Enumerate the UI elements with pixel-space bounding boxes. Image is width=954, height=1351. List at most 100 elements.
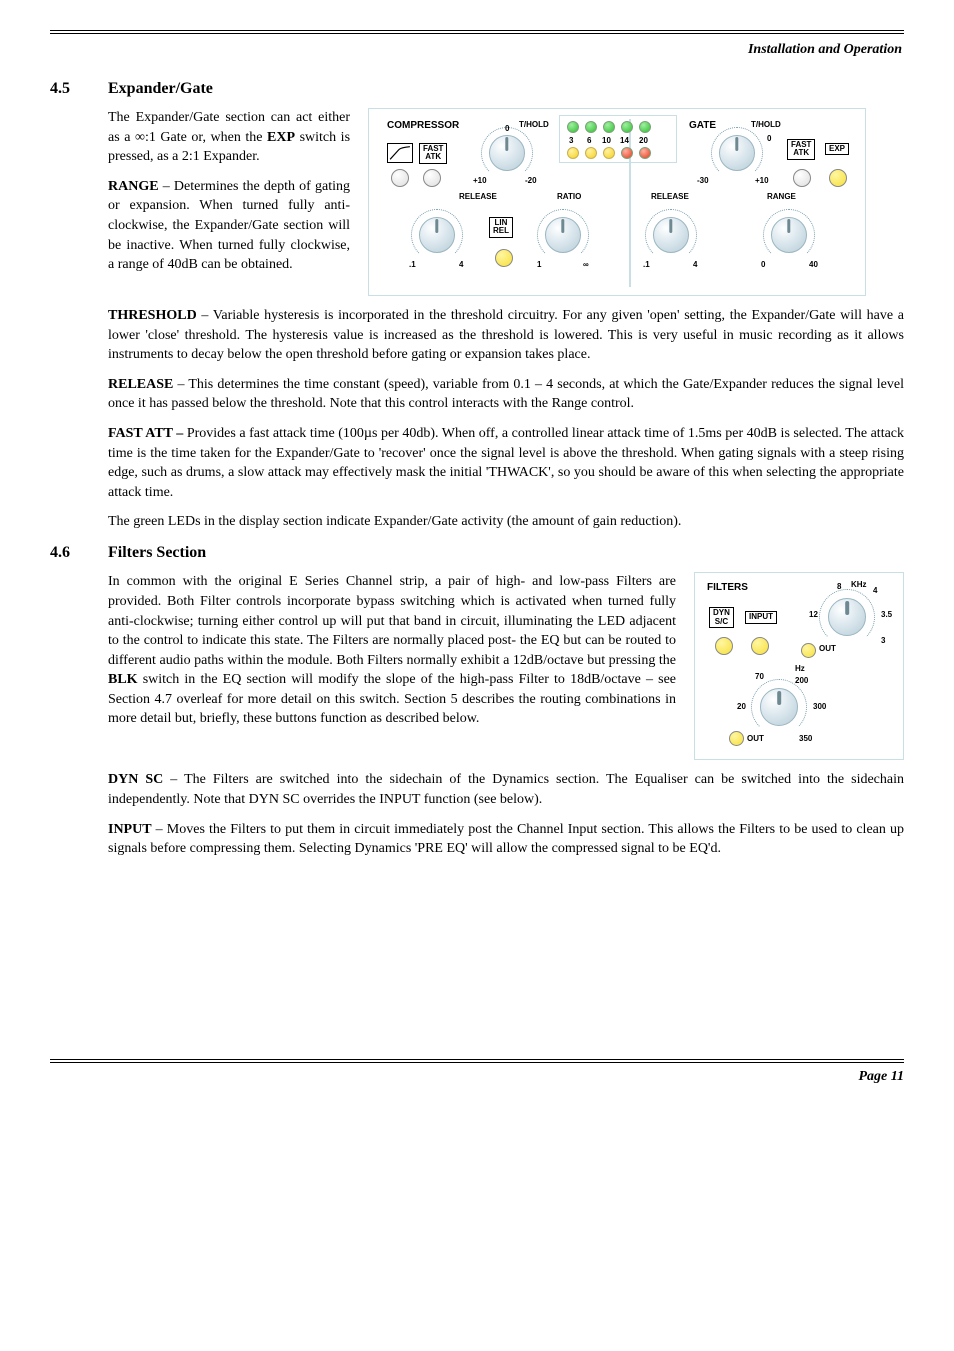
khz-3: 3: [881, 635, 885, 646]
compressor-label: COMPRESSOR: [387, 119, 459, 133]
header-rule: [50, 30, 904, 34]
hz-20: 20: [737, 701, 746, 712]
range-strong: RANGE: [108, 179, 159, 194]
range-knob[interactable]: [771, 217, 807, 253]
range-0: 0: [761, 259, 765, 270]
gate-release-knob[interactable]: [653, 217, 689, 253]
exp-btn[interactable]: [829, 169, 847, 187]
comp-thold-knob[interactable]: [489, 135, 525, 171]
release-label-1: RELEASE: [459, 191, 497, 202]
hz-led: [729, 731, 744, 746]
gate-rel-01: .1: [643, 259, 650, 270]
section-4-6-row1: In common with the original E Series Cha…: [108, 572, 904, 760]
gate-rel-4: 4: [693, 259, 697, 270]
khz-led: [801, 643, 816, 658]
input-strong: INPUT: [108, 822, 152, 837]
led-10: 10: [602, 135, 611, 146]
range-label-d: RANGE: [767, 191, 796, 202]
release-label-2: RELEASE: [651, 191, 689, 202]
led-6: 6: [587, 135, 591, 146]
led-y2: [585, 147, 597, 159]
s45-p5: FAST ATT – Provides a fast attack time (…: [108, 424, 904, 502]
hz-70: 70: [755, 671, 764, 682]
s45-p6: The green LEDs in the display section in…: [108, 512, 904, 532]
khz-12: 12: [809, 609, 818, 620]
khz-out: OUT: [819, 643, 836, 654]
comp-thold-0: 0: [505, 123, 509, 134]
gate-thold-m30: -30: [697, 175, 709, 186]
comp-rel-01: .1: [409, 259, 416, 270]
linrel-btn[interactable]: [495, 249, 513, 267]
s46-p1: In common with the original E Series Cha…: [108, 572, 676, 729]
comp-curve-icon: [387, 143, 413, 163]
dynsc-strong: DYN SC: [108, 772, 163, 787]
led-r2: [639, 147, 651, 159]
section-number-46: 4.6: [50, 542, 92, 564]
s45-p4: RELEASE – This determines the time const…: [108, 375, 904, 414]
thold-label-1: T/HOLD: [519, 119, 549, 130]
exp-strong: EXP: [267, 130, 295, 145]
led-y1: [567, 147, 579, 159]
fastatk-tag-1: FAST ATK: [419, 143, 447, 164]
linrel-tag: LIN REL: [489, 217, 513, 238]
dynsc-btn[interactable]: [715, 637, 733, 655]
s46-p3-body: – Moves the Filters to put them in circu…: [108, 822, 904, 857]
led-g2: [585, 121, 597, 133]
input-tag: INPUT: [745, 611, 777, 623]
gate-thold-knob[interactable]: [719, 135, 755, 171]
comp-thold-p10: +10: [473, 175, 487, 186]
range-40: 40: [809, 259, 818, 270]
threshold-strong: THRESHOLD: [108, 308, 197, 323]
hz-300: 300: [813, 701, 826, 712]
s45-p2: RANGE – Determines the depth of gating o…: [108, 177, 350, 275]
compressor-gate-diagram: COMPRESSOR T/HOLD 3 6 10 14 20 0 +10 -20…: [368, 108, 866, 296]
gate-thold-0: 0: [767, 133, 771, 144]
s46-p1b: switch in the EQ section will modify the…: [108, 672, 676, 726]
release-strong: RELEASE: [108, 377, 173, 392]
s46-p3: INPUT – Moves the Filters to put them in…: [108, 820, 904, 859]
s45-p1: The Expander/Gate section can act either…: [108, 108, 350, 167]
section-title-46: Filters Section: [108, 542, 206, 564]
hz-out: OUT: [747, 733, 764, 744]
filters-diagram: FILTERS KHz 8 4 12 3.5 3 OUT DYN S/C INP…: [694, 572, 904, 760]
comp-release-knob[interactable]: [419, 217, 455, 253]
hz-200: 200: [795, 675, 808, 686]
hz-350: 350: [799, 733, 812, 744]
thold-label-2: T/HOLD: [751, 119, 781, 130]
s46-body: DYN SC – The Filters are switched into t…: [108, 770, 904, 858]
section-number: 4.5: [50, 78, 92, 100]
s46-p1a: In common with the original E Series Cha…: [108, 574, 676, 667]
page-number: Page 11: [50, 1062, 904, 1087]
led-g1: [567, 121, 579, 133]
led-y3: [603, 147, 615, 159]
ratio-inf: ∞: [583, 259, 589, 270]
gate-label: GATE: [689, 119, 716, 133]
section-4-5-heading: 4.5 Expander/Gate: [50, 78, 904, 100]
led-3: 3: [569, 135, 573, 146]
fastatk-btn-1[interactable]: [423, 169, 441, 187]
s45-body: THRESHOLD – Variable hysteresis is incor…: [108, 306, 904, 532]
led-g4: [621, 121, 633, 133]
fastatk-btn-2[interactable]: [793, 169, 811, 187]
section-title: Expander/Gate: [108, 78, 213, 100]
fastatk-tag-2: FAST ATK: [787, 139, 815, 160]
led-r1: [621, 147, 633, 159]
dynsc-tag: DYN S/C: [709, 607, 734, 628]
ratio-label: RATIO: [557, 191, 581, 202]
gate-thold-p10: +10: [755, 175, 769, 186]
led-20: 20: [639, 135, 648, 146]
hz-label: Hz: [795, 663, 805, 674]
blk-strong: BLK: [108, 672, 138, 687]
comp-curve-btn[interactable]: [391, 169, 409, 187]
khz-8: 8: [837, 581, 841, 592]
exp-tag: EXP: [825, 143, 849, 155]
led-g3: [603, 121, 615, 133]
ratio-knob[interactable]: [545, 217, 581, 253]
khz-4: 4: [873, 585, 877, 596]
khz-35: 3.5: [881, 609, 892, 620]
s45-p5-body: Provides a fast attack time (100µs per 4…: [108, 426, 904, 500]
input-btn[interactable]: [751, 637, 769, 655]
led-g5: [639, 121, 651, 133]
fastatt-strong: FAST ATT –: [108, 426, 183, 441]
s45-p3-body: – Variable hysteresis is incorporated in…: [108, 308, 904, 362]
